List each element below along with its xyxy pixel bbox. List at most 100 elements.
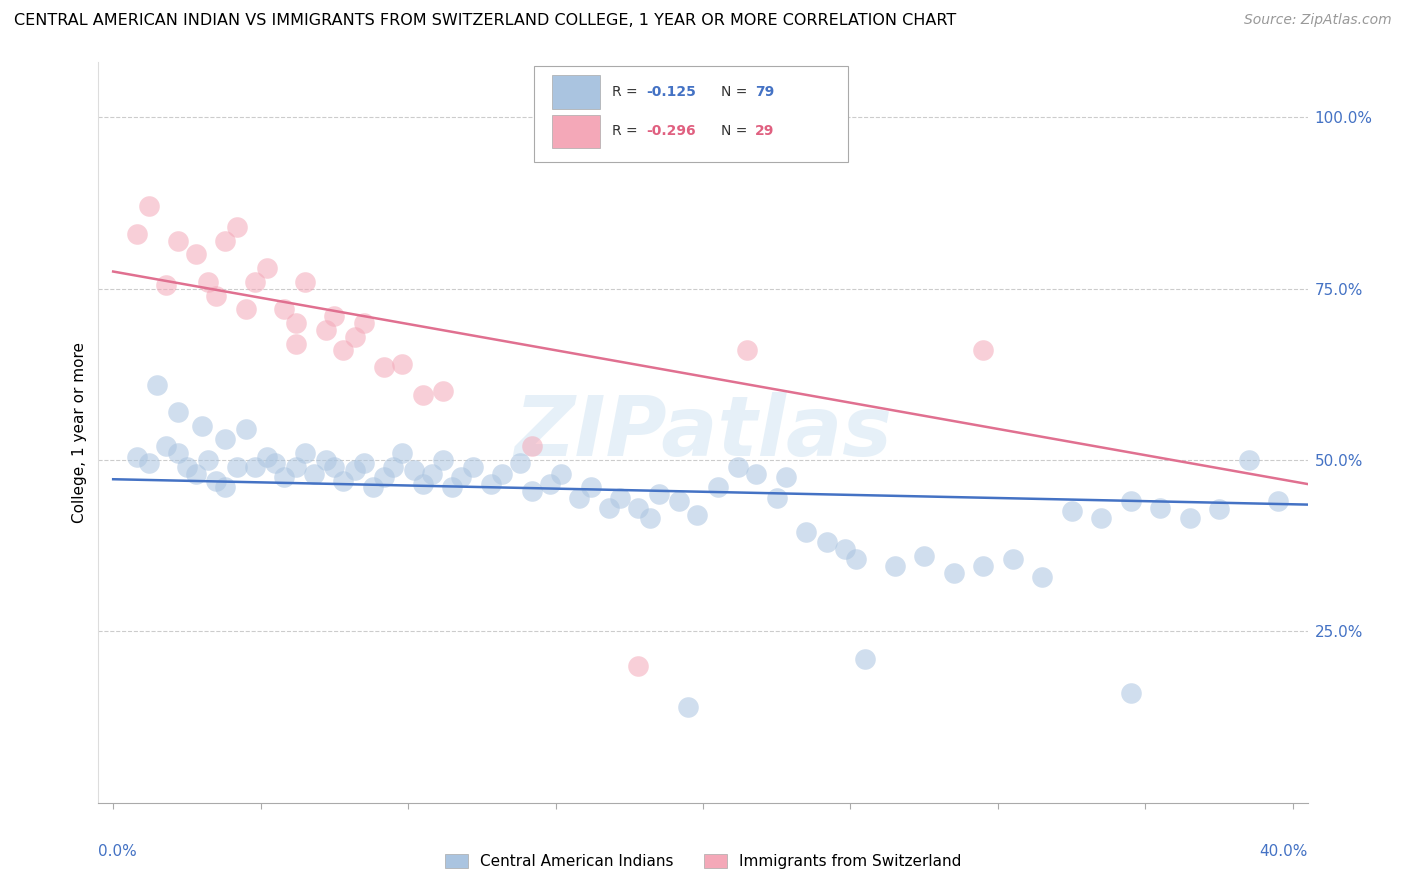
Point <box>343 329 366 343</box>
Point <box>432 453 454 467</box>
Point <box>491 467 513 481</box>
Point <box>1119 494 1142 508</box>
Point <box>343 463 366 477</box>
Point <box>412 388 434 402</box>
Point <box>256 261 278 276</box>
Point <box>138 457 160 471</box>
Text: 40.0%: 40.0% <box>1260 844 1308 858</box>
Point <box>264 457 287 471</box>
Point <box>332 474 354 488</box>
Point <box>167 405 190 419</box>
Point <box>285 459 308 474</box>
Point <box>361 480 384 494</box>
Text: -0.296: -0.296 <box>647 124 696 138</box>
Point <box>1267 494 1289 508</box>
Point <box>197 453 219 467</box>
Point <box>285 316 308 330</box>
Point <box>1001 552 1024 566</box>
Point <box>479 477 502 491</box>
Text: CENTRAL AMERICAN INDIAN VS IMMIGRANTS FROM SWITZERLAND COLLEGE, 1 YEAR OR MORE C: CENTRAL AMERICAN INDIAN VS IMMIGRANTS FR… <box>14 13 956 29</box>
Point <box>706 480 728 494</box>
Point <box>382 459 405 474</box>
Point <box>214 234 236 248</box>
Point <box>315 453 337 467</box>
Point <box>972 343 994 358</box>
Point <box>235 302 257 317</box>
Point <box>815 535 838 549</box>
Text: N =: N = <box>721 85 752 99</box>
Text: 29: 29 <box>755 124 775 138</box>
Point <box>598 501 620 516</box>
Point <box>353 316 375 330</box>
Point <box>323 459 346 474</box>
Point <box>942 566 965 581</box>
Text: 79: 79 <box>755 85 775 99</box>
Point <box>432 384 454 399</box>
Point <box>538 477 561 491</box>
Point <box>373 470 395 484</box>
Bar <box>551 76 600 109</box>
Point <box>579 480 602 494</box>
Point <box>332 343 354 358</box>
Point <box>1149 501 1171 516</box>
Point <box>125 227 148 241</box>
Point <box>775 470 797 484</box>
Point <box>167 234 190 248</box>
Point <box>235 422 257 436</box>
Point <box>294 446 316 460</box>
Text: R =: R = <box>613 124 643 138</box>
Point <box>184 247 207 261</box>
Point <box>627 501 650 516</box>
Point <box>391 357 413 371</box>
FancyBboxPatch shape <box>534 66 848 162</box>
Text: Source: ZipAtlas.com: Source: ZipAtlas.com <box>1244 13 1392 28</box>
Point <box>205 474 228 488</box>
Point <box>353 457 375 471</box>
Point <box>745 467 768 481</box>
Text: ZIPatlas: ZIPatlas <box>515 392 891 473</box>
Point <box>391 446 413 460</box>
Point <box>1237 453 1260 467</box>
Point <box>197 275 219 289</box>
Text: R =: R = <box>613 85 643 99</box>
Point <box>294 275 316 289</box>
Point <box>138 199 160 213</box>
Point <box>214 480 236 494</box>
Point <box>550 467 572 481</box>
Text: 0.0%: 0.0% <box>98 844 138 858</box>
Point <box>214 433 236 447</box>
Point <box>412 477 434 491</box>
Point <box>520 439 543 453</box>
Point <box>273 470 295 484</box>
Point <box>520 483 543 498</box>
Point <box>285 336 308 351</box>
Point <box>912 549 935 563</box>
Point <box>1060 504 1083 518</box>
Point <box>1031 569 1053 583</box>
Point <box>794 524 817 539</box>
Point <box>509 457 531 471</box>
Point <box>1090 511 1112 525</box>
Point <box>450 470 472 484</box>
Legend: Central American Indians, Immigrants from Switzerland: Central American Indians, Immigrants fro… <box>444 855 962 869</box>
Point <box>256 450 278 464</box>
Point <box>765 491 787 505</box>
Point <box>441 480 464 494</box>
Point <box>853 652 876 666</box>
Point <box>735 343 758 358</box>
Point <box>184 467 207 481</box>
Point <box>883 559 905 574</box>
Point <box>243 459 266 474</box>
Point <box>668 494 690 508</box>
Point <box>609 491 631 505</box>
Point <box>834 542 856 557</box>
Point <box>568 491 591 505</box>
Point <box>1208 502 1230 516</box>
Point <box>176 459 198 474</box>
Point <box>845 552 868 566</box>
Point <box>146 377 169 392</box>
Point <box>226 459 249 474</box>
Point <box>627 658 650 673</box>
Point <box>648 487 671 501</box>
Point <box>302 467 325 481</box>
